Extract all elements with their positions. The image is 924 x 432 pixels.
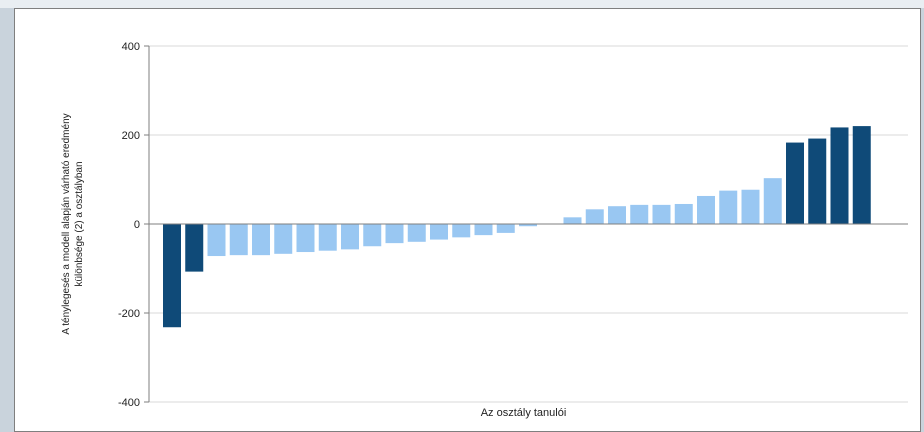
bar — [563, 217, 582, 224]
bar — [652, 204, 671, 224]
x-axis-label: Az osztály tanulói — [481, 407, 567, 419]
bar — [697, 195, 715, 224]
bar — [474, 224, 493, 236]
bar — [185, 224, 204, 272]
bar — [852, 126, 871, 224]
bar — [385, 224, 404, 244]
bar — [341, 224, 359, 250]
bar-chart: 400 200 0 -200 -400 Az osztály tanulói A tén… — [61, 41, 908, 419]
chart-frame: 400 200 0 -200 -400 Az osztály tanulói A tén… — [14, 8, 921, 432]
bar — [296, 224, 315, 253]
bar — [229, 224, 248, 256]
y-tick-label: -200 — [118, 308, 140, 320]
bar — [608, 206, 626, 224]
bar — [318, 224, 337, 251]
window-top-strip — [0, 0, 924, 8]
y-tick-labels: 400 200 0 -200 -400 — [118, 41, 140, 409]
bar — [207, 224, 226, 257]
bar — [430, 224, 448, 240]
bar — [163, 224, 181, 328]
bar — [274, 224, 293, 254]
y-tick-label: 0 — [134, 219, 140, 231]
bar — [585, 209, 604, 224]
bar — [763, 178, 782, 224]
y-tick-label: 400 — [122, 41, 140, 53]
bar — [719, 190, 738, 224]
bar — [786, 142, 804, 224]
bar — [252, 224, 270, 256]
bar — [674, 203, 693, 224]
bar — [519, 224, 537, 227]
bar — [630, 204, 649, 224]
y-tick-label: 200 — [122, 130, 140, 142]
bar — [830, 127, 849, 224]
bars — [163, 126, 871, 328]
bar — [496, 224, 515, 233]
bar — [808, 138, 827, 224]
y-tick-label: -400 — [118, 397, 140, 409]
bar — [407, 224, 426, 242]
bar — [452, 224, 471, 238]
y-axis-label-line-2: különbsége (2) a osztályban — [74, 161, 85, 286]
bar — [741, 189, 760, 224]
y-axis-label-line-1: A ténylegesés a modell alapján várható e… — [61, 113, 72, 334]
bar — [363, 224, 382, 247]
